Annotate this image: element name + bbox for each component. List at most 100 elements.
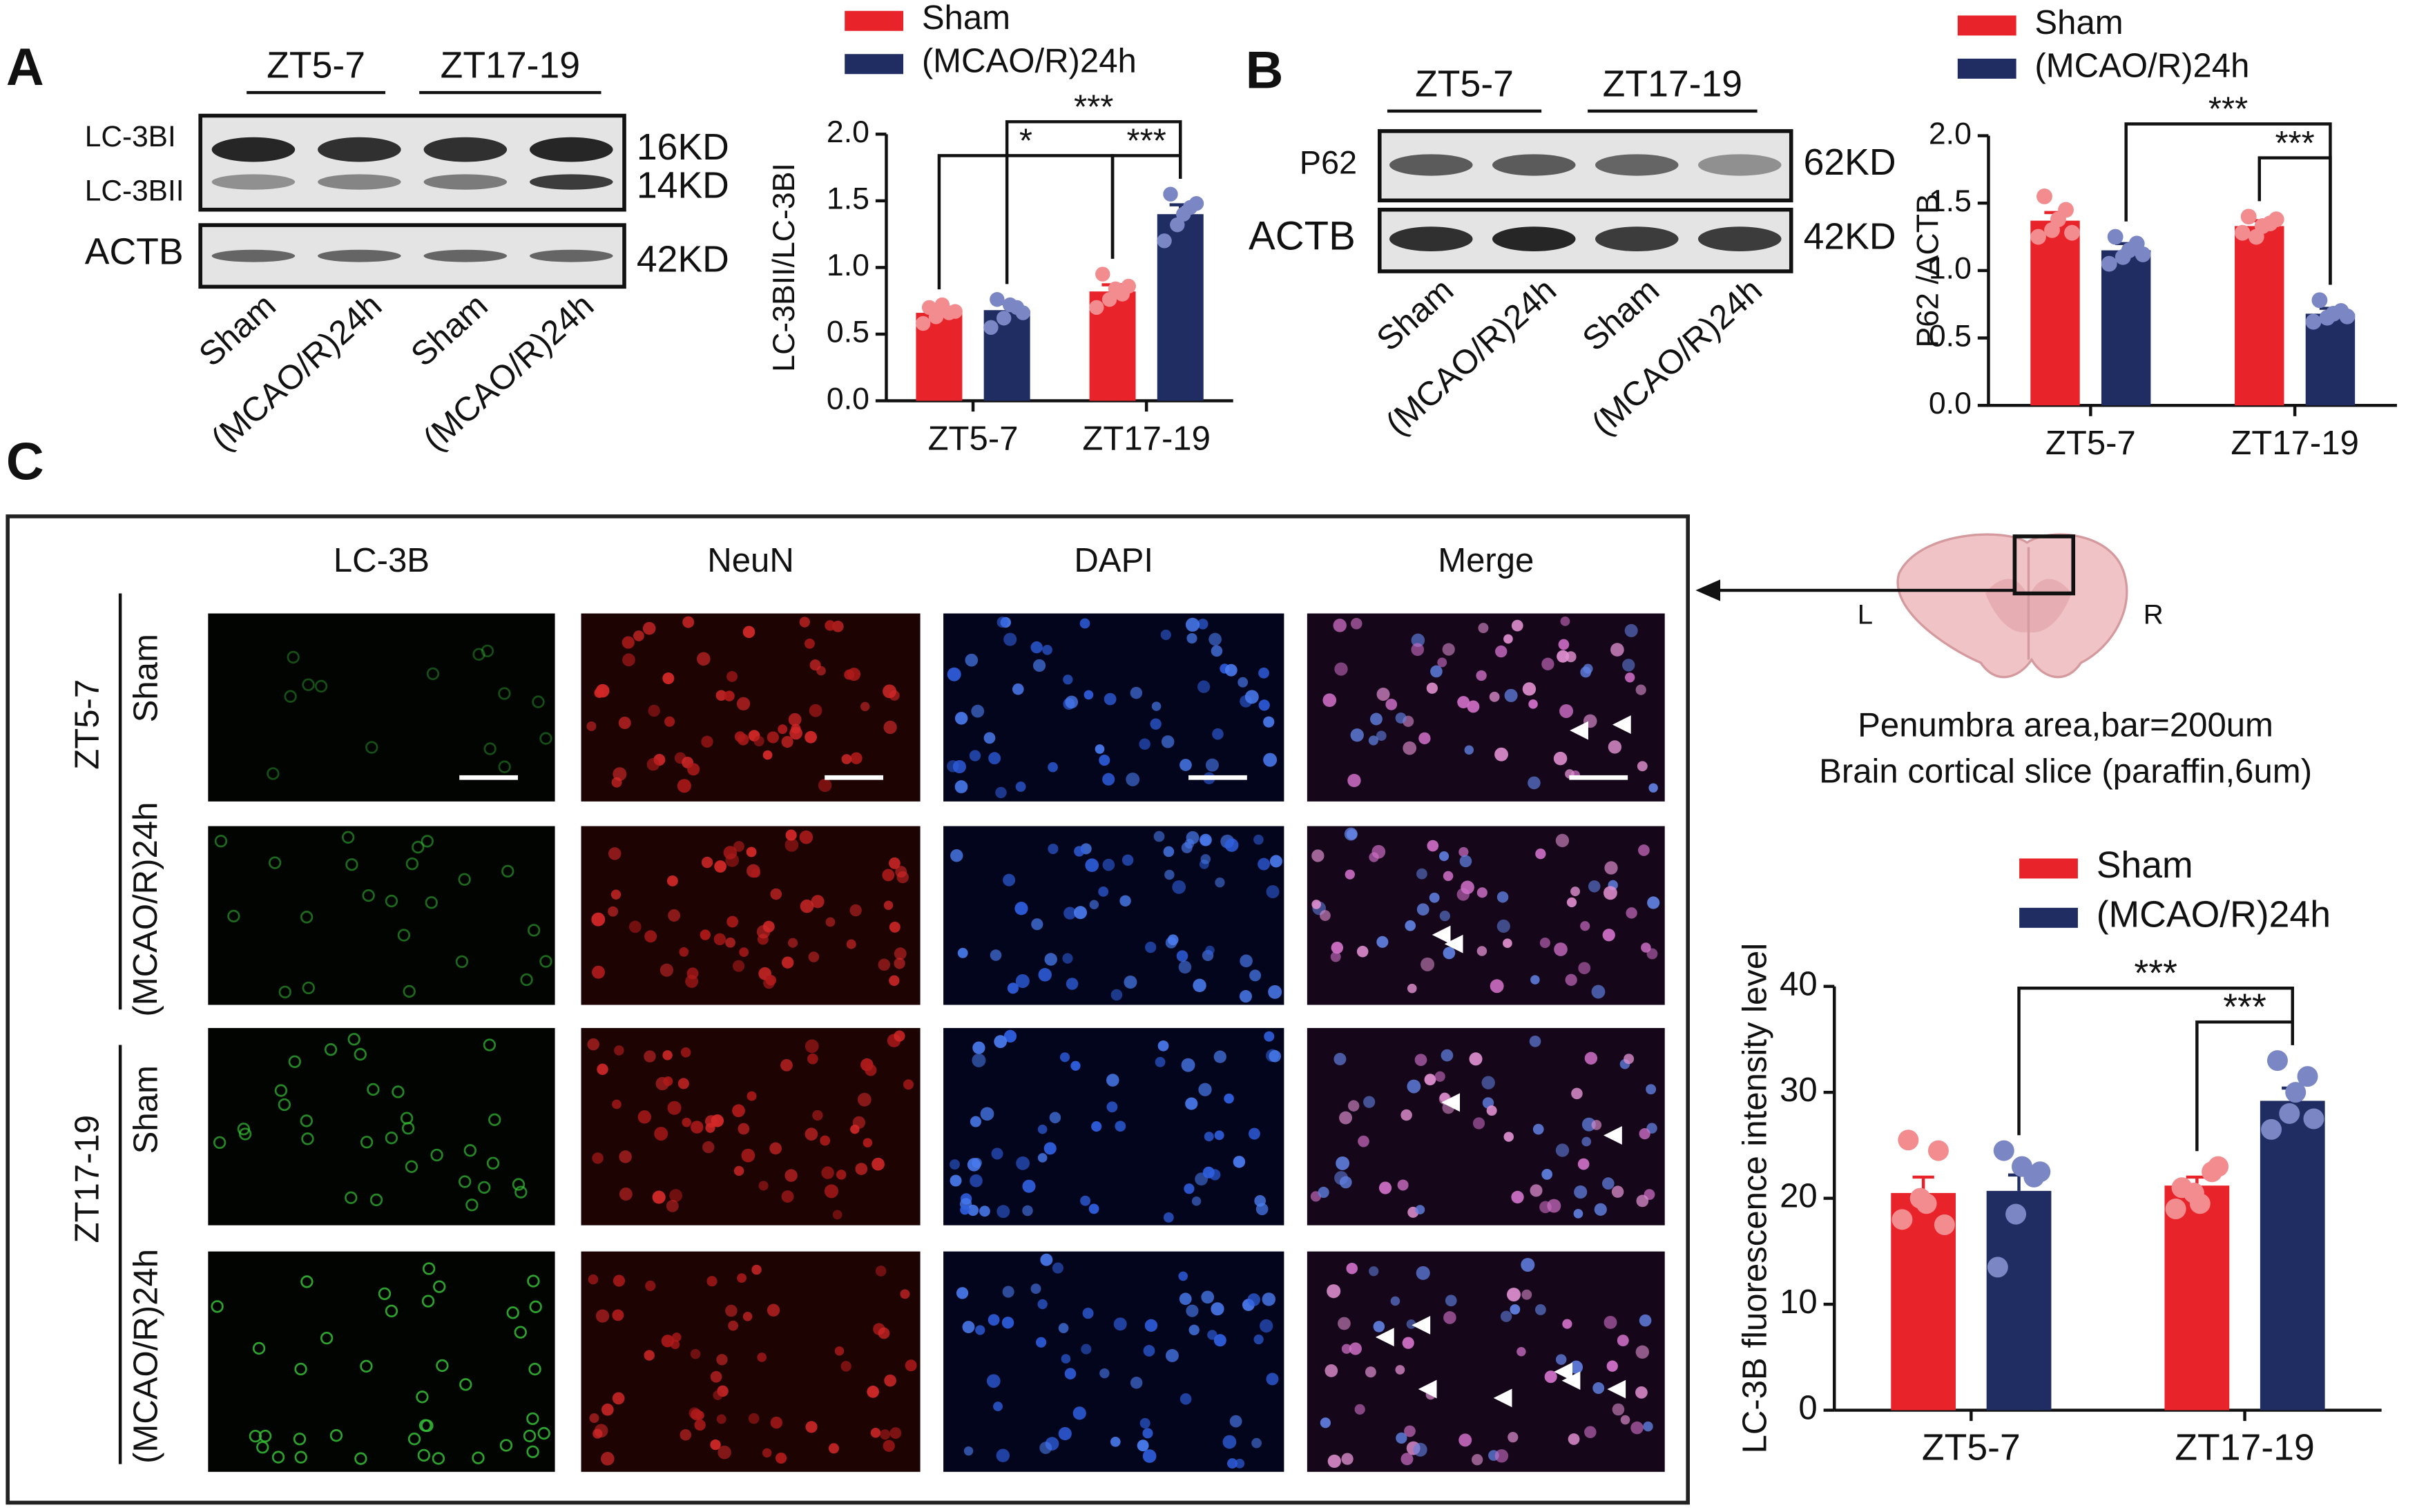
cell	[1091, 1121, 1102, 1132]
cell	[1511, 1190, 1524, 1204]
scale-bar	[825, 775, 884, 780]
arrowhead	[1375, 1328, 1394, 1347]
cell	[1043, 1142, 1057, 1155]
cell	[1554, 942, 1568, 956]
cell	[702, 1141, 715, 1154]
cell	[828, 1443, 839, 1454]
cell	[1476, 946, 1487, 956]
cell	[1630, 1421, 1644, 1435]
blot-band	[1595, 154, 1679, 176]
cell	[818, 778, 832, 793]
cell	[227, 909, 240, 923]
cell	[688, 1407, 701, 1419]
cell	[995, 786, 1007, 799]
cell	[613, 767, 627, 782]
cell	[587, 1038, 599, 1051]
cell	[1369, 1266, 1379, 1277]
cell	[903, 1079, 914, 1090]
cell	[883, 1440, 895, 1452]
cell	[821, 1166, 834, 1179]
cell	[1330, 951, 1341, 962]
band-label: LC-3BII	[85, 174, 184, 206]
cell	[694, 1419, 706, 1431]
blot-band	[423, 249, 508, 262]
cell	[412, 840, 425, 854]
arrowhead	[1554, 1362, 1573, 1382]
cell	[385, 894, 398, 908]
cell	[1363, 1096, 1376, 1108]
cell	[857, 1092, 872, 1107]
cell	[537, 1426, 550, 1440]
cell	[1079, 618, 1090, 629]
cell	[710, 1439, 721, 1451]
cell	[1247, 1293, 1260, 1306]
cell	[1580, 921, 1590, 931]
cell	[1350, 617, 1362, 630]
cell	[739, 947, 749, 958]
cell	[1516, 1347, 1526, 1357]
cell	[1089, 900, 1099, 909]
cell	[645, 1280, 656, 1291]
cell	[612, 1099, 622, 1109]
cell	[458, 1175, 472, 1188]
cell	[1258, 699, 1270, 711]
cell	[849, 904, 862, 917]
cell	[1119, 895, 1131, 907]
cell	[980, 1107, 994, 1121]
cell	[1052, 1262, 1063, 1274]
data-point	[1002, 297, 1018, 313]
cell	[855, 1163, 868, 1175]
cell	[805, 1421, 818, 1433]
cell	[1334, 662, 1348, 676]
cell	[990, 949, 1002, 961]
cell	[1201, 1290, 1215, 1304]
x-tick-label: ZT5-7	[928, 420, 1019, 457]
cell	[1088, 1203, 1099, 1214]
cell	[726, 915, 739, 928]
cell	[1014, 902, 1028, 915]
cell	[1376, 688, 1390, 701]
cell	[1624, 1054, 1635, 1065]
y-tick-label: 20	[1780, 1178, 1818, 1215]
cell	[1577, 1158, 1590, 1170]
cell	[1002, 1286, 1014, 1298]
significance-label: ***	[2275, 125, 2314, 162]
cell	[1213, 1334, 1226, 1347]
cell	[710, 1370, 722, 1383]
cell	[872, 1157, 885, 1171]
cell	[1467, 700, 1480, 713]
cell	[664, 716, 675, 727]
cell	[526, 1445, 539, 1458]
cell	[741, 1148, 755, 1163]
cell	[644, 1350, 655, 1361]
cell	[1311, 900, 1322, 909]
cell	[737, 733, 749, 746]
cell	[300, 1114, 313, 1127]
cell	[993, 1402, 1003, 1411]
cell	[455, 955, 469, 969]
cell	[1604, 1315, 1617, 1329]
cell	[256, 1441, 269, 1454]
cell	[1080, 1195, 1091, 1206]
cell	[714, 860, 726, 873]
cell	[725, 853, 740, 867]
cell	[1106, 1101, 1118, 1113]
cell	[666, 1199, 679, 1212]
data-point	[1898, 1130, 1919, 1151]
data-point	[983, 320, 999, 336]
cell	[988, 1314, 1000, 1326]
cell	[1508, 1432, 1519, 1443]
cell	[1211, 645, 1223, 657]
cell	[811, 895, 825, 909]
legend-swatch	[845, 10, 904, 31]
cell	[687, 763, 700, 776]
cell	[1139, 738, 1150, 750]
cell	[1464, 745, 1474, 755]
data-point	[1089, 300, 1104, 316]
cell	[1191, 1196, 1202, 1206]
brain-side-label: L	[1858, 599, 1873, 630]
cell	[365, 741, 378, 754]
cell	[1161, 735, 1175, 748]
significance-bracket	[2017, 986, 2294, 1136]
cell	[957, 947, 968, 958]
